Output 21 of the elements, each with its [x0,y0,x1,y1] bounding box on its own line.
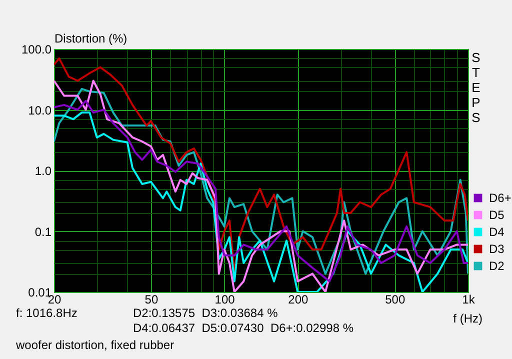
x-tick-label: 50 [144,292,158,306]
legend-label: D5 [489,208,505,222]
y-tick-label: 1.0 [34,164,52,178]
y-tick-label: 0.1 [34,224,52,239]
text: D4:0.06437 D5:0.07430 D6+:0.02998 % [133,321,354,335]
y-axis-title: Distortion (%) [54,32,128,46]
x-tick-label: 100 [214,292,236,306]
text: STEPS [470,50,482,125]
y-tick-label: 10.0 [28,103,52,118]
x-axis-title: f (Hz) [453,312,482,326]
y-tick-label: 100.0 [21,42,52,56]
x-tick-label: 500 [385,292,406,306]
text: f: 1016.8Hz [16,306,78,320]
text: D2:0.13575 D3:0.03684 % [133,306,278,320]
legend-label: D4 [489,225,505,239]
legend-label: D6+ [489,191,512,205]
legend-label: D3 [489,242,505,256]
x-tick-label: 1k [462,292,476,306]
x-tick-label: 200 [288,292,309,306]
text: woofer distortion, fixed rubber [16,338,174,352]
legend-label: D2 [489,259,505,273]
